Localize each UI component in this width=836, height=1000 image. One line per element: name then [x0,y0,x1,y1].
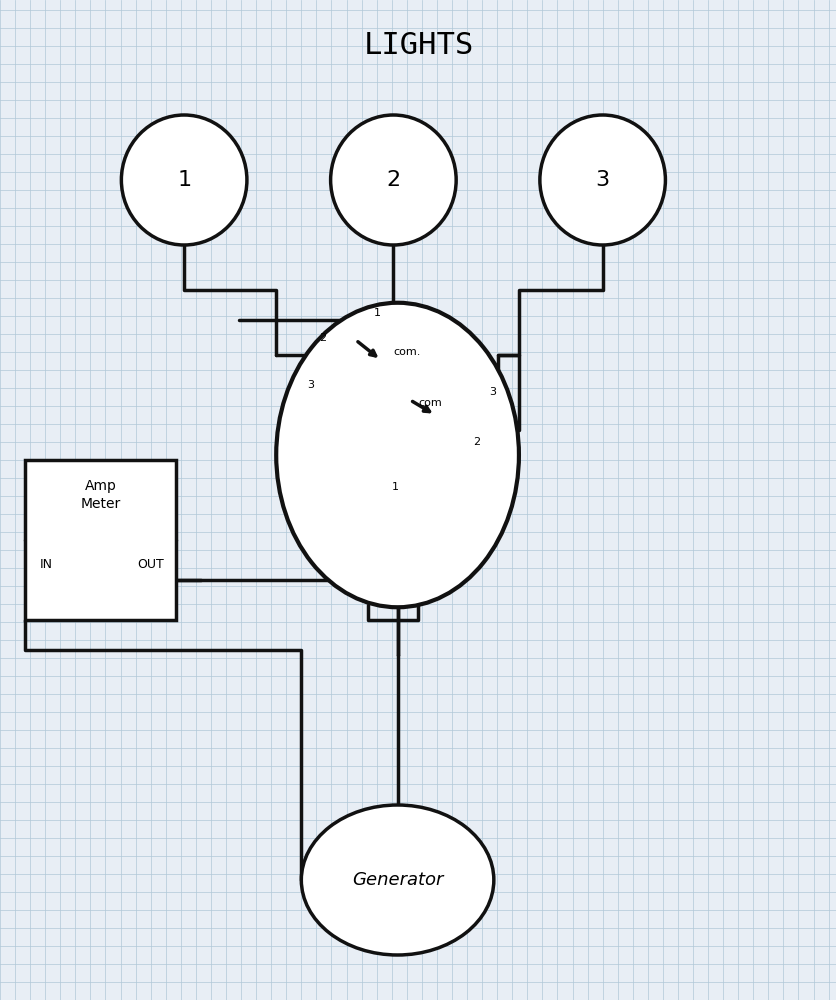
Text: IN: IN [39,558,53,572]
FancyBboxPatch shape [25,460,176,620]
Text: OUT: OUT [137,558,164,572]
Text: 2: 2 [319,333,326,343]
Text: com.: com. [393,347,421,357]
Text: 2: 2 [472,437,480,447]
Text: LIGHTS: LIGHTS [363,30,473,60]
Text: Amp
Meter: Amp Meter [80,479,120,511]
Text: 3: 3 [307,380,314,390]
Text: 1: 1 [177,170,191,190]
Ellipse shape [121,115,247,245]
Ellipse shape [276,303,518,607]
Ellipse shape [330,115,456,245]
Ellipse shape [301,805,493,955]
Text: 1: 1 [374,308,380,318]
Text: 3: 3 [489,387,496,397]
Text: 1: 1 [391,482,398,492]
Text: Generator: Generator [351,871,443,889]
Text: com: com [418,398,441,408]
Text: 3: 3 [595,170,609,190]
Ellipse shape [539,115,665,245]
Text: 2: 2 [386,170,400,190]
